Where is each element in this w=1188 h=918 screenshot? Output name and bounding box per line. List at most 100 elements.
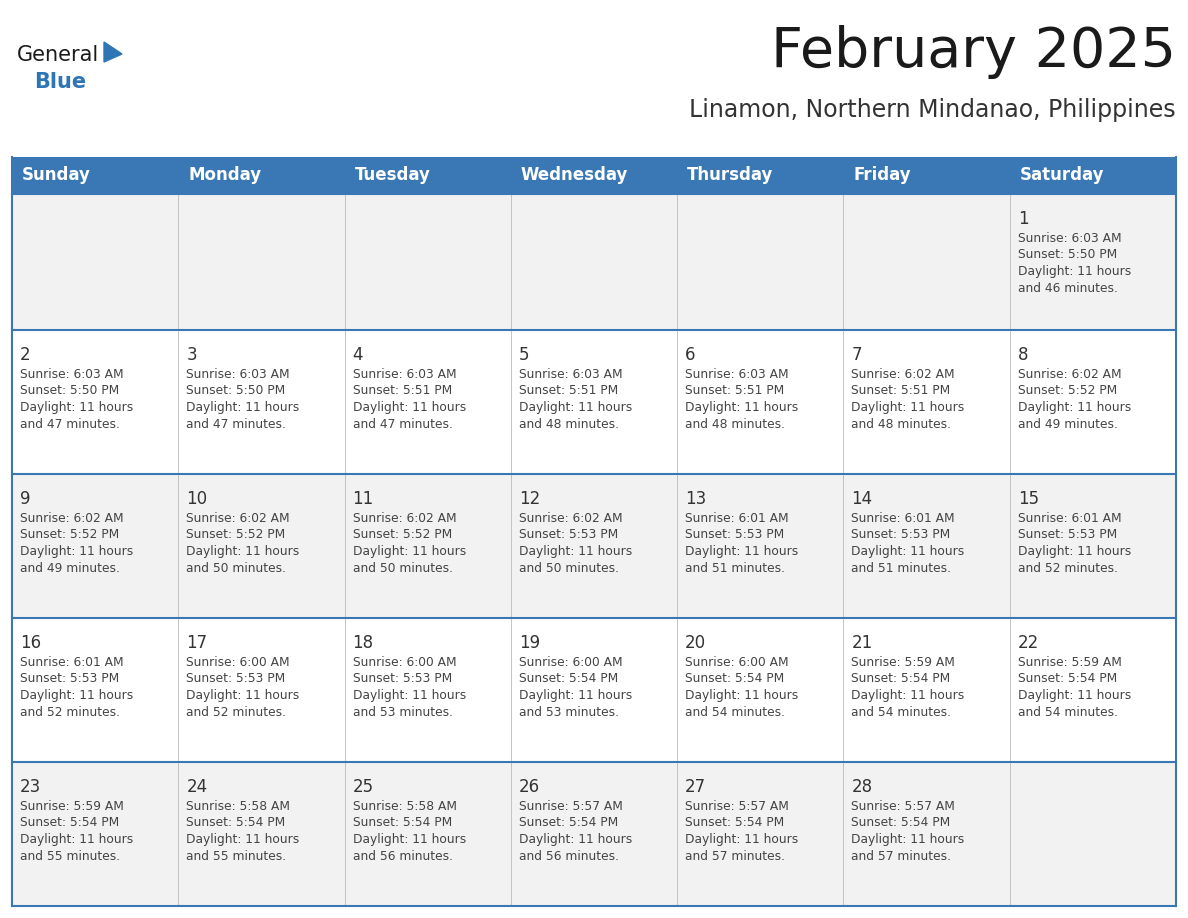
Text: Sunrise: 5:58 AM: Sunrise: 5:58 AM — [353, 800, 456, 813]
Text: Sunset: 5:50 PM: Sunset: 5:50 PM — [187, 385, 285, 397]
Text: Linamon, Northern Mindanao, Philippines: Linamon, Northern Mindanao, Philippines — [689, 98, 1176, 122]
Text: Daylight: 11 hours: Daylight: 11 hours — [1018, 265, 1131, 278]
Bar — [12, 330, 1176, 474]
Text: 23: 23 — [20, 778, 42, 796]
Text: 25: 25 — [353, 778, 374, 796]
Text: General: General — [17, 45, 100, 65]
Text: and 52 minutes.: and 52 minutes. — [187, 706, 286, 719]
Text: 14: 14 — [852, 490, 872, 508]
Text: Sunset: 5:53 PM: Sunset: 5:53 PM — [685, 529, 784, 542]
Bar — [12, 157, 1176, 194]
Text: 8: 8 — [1018, 346, 1029, 364]
Text: and 53 minutes.: and 53 minutes. — [353, 706, 453, 719]
Text: Sunrise: 6:00 AM: Sunrise: 6:00 AM — [353, 656, 456, 669]
Text: Sunrise: 6:03 AM: Sunrise: 6:03 AM — [685, 368, 789, 381]
Text: and 56 minutes.: and 56 minutes. — [519, 849, 619, 863]
Text: Daylight: 11 hours: Daylight: 11 hours — [685, 545, 798, 558]
Text: and 55 minutes.: and 55 minutes. — [187, 849, 286, 863]
Text: Daylight: 11 hours: Daylight: 11 hours — [852, 545, 965, 558]
Text: Sunset: 5:53 PM: Sunset: 5:53 PM — [187, 673, 285, 686]
Text: Daylight: 11 hours: Daylight: 11 hours — [187, 833, 299, 846]
Text: and 50 minutes.: and 50 minutes. — [353, 562, 453, 575]
Text: and 47 minutes.: and 47 minutes. — [20, 418, 120, 431]
Text: Daylight: 11 hours: Daylight: 11 hours — [353, 833, 466, 846]
Text: Sunrise: 6:00 AM: Sunrise: 6:00 AM — [519, 656, 623, 669]
Text: 11: 11 — [353, 490, 374, 508]
Text: and 47 minutes.: and 47 minutes. — [353, 418, 453, 431]
Text: and 46 minutes.: and 46 minutes. — [1018, 282, 1118, 295]
Text: Monday: Monday — [188, 166, 261, 185]
Text: Daylight: 11 hours: Daylight: 11 hours — [187, 545, 299, 558]
Text: Sunrise: 5:57 AM: Sunrise: 5:57 AM — [519, 800, 623, 813]
Text: Wednesday: Wednesday — [520, 166, 628, 185]
Text: Sunrise: 5:59 AM: Sunrise: 5:59 AM — [20, 800, 124, 813]
Text: Saturday: Saturday — [1019, 166, 1104, 185]
Text: 28: 28 — [852, 778, 872, 796]
Text: and 49 minutes.: and 49 minutes. — [20, 562, 120, 575]
Text: and 51 minutes.: and 51 minutes. — [685, 562, 785, 575]
Text: 24: 24 — [187, 778, 208, 796]
Text: Daylight: 11 hours: Daylight: 11 hours — [852, 401, 965, 414]
Text: Sunrise: 6:03 AM: Sunrise: 6:03 AM — [353, 368, 456, 381]
Text: Daylight: 11 hours: Daylight: 11 hours — [20, 689, 133, 702]
Text: Sunrise: 6:00 AM: Sunrise: 6:00 AM — [187, 656, 290, 669]
Text: Daylight: 11 hours: Daylight: 11 hours — [353, 401, 466, 414]
Text: Sunrise: 6:01 AM: Sunrise: 6:01 AM — [1018, 512, 1121, 525]
Text: 26: 26 — [519, 778, 541, 796]
Text: Sunday: Sunday — [23, 166, 90, 185]
Text: Thursday: Thursday — [687, 166, 773, 185]
Text: Sunrise: 6:02 AM: Sunrise: 6:02 AM — [20, 512, 124, 525]
Text: Sunset: 5:50 PM: Sunset: 5:50 PM — [20, 385, 119, 397]
Text: 21: 21 — [852, 634, 873, 652]
Text: February 2025: February 2025 — [771, 25, 1176, 79]
Text: Sunset: 5:50 PM: Sunset: 5:50 PM — [1018, 249, 1117, 262]
Text: 3: 3 — [187, 346, 197, 364]
Text: Sunrise: 6:02 AM: Sunrise: 6:02 AM — [1018, 368, 1121, 381]
Text: 13: 13 — [685, 490, 707, 508]
Text: Sunrise: 5:57 AM: Sunrise: 5:57 AM — [852, 800, 955, 813]
Text: Sunset: 5:52 PM: Sunset: 5:52 PM — [1018, 385, 1117, 397]
Text: Daylight: 11 hours: Daylight: 11 hours — [685, 833, 798, 846]
Text: Daylight: 11 hours: Daylight: 11 hours — [852, 833, 965, 846]
Text: Sunset: 5:54 PM: Sunset: 5:54 PM — [519, 816, 618, 830]
Text: Sunset: 5:53 PM: Sunset: 5:53 PM — [519, 529, 618, 542]
Text: and 57 minutes.: and 57 minutes. — [685, 849, 785, 863]
Text: Daylight: 11 hours: Daylight: 11 hours — [20, 401, 133, 414]
Text: Daylight: 11 hours: Daylight: 11 hours — [20, 545, 133, 558]
Text: Sunrise: 6:02 AM: Sunrise: 6:02 AM — [187, 512, 290, 525]
Text: 10: 10 — [187, 490, 208, 508]
Text: 18: 18 — [353, 634, 374, 652]
Text: 7: 7 — [852, 346, 862, 364]
Text: and 47 minutes.: and 47 minutes. — [187, 418, 286, 431]
Text: Sunrise: 6:02 AM: Sunrise: 6:02 AM — [353, 512, 456, 525]
Text: and 51 minutes.: and 51 minutes. — [852, 562, 952, 575]
Text: and 57 minutes.: and 57 minutes. — [852, 849, 952, 863]
Text: Sunrise: 6:03 AM: Sunrise: 6:03 AM — [187, 368, 290, 381]
Text: Sunset: 5:54 PM: Sunset: 5:54 PM — [20, 816, 119, 830]
Text: and 55 minutes.: and 55 minutes. — [20, 849, 120, 863]
Text: 4: 4 — [353, 346, 364, 364]
Text: Sunrise: 5:57 AM: Sunrise: 5:57 AM — [685, 800, 789, 813]
Text: Sunrise: 6:00 AM: Sunrise: 6:00 AM — [685, 656, 789, 669]
Text: Sunset: 5:54 PM: Sunset: 5:54 PM — [685, 673, 784, 686]
Text: and 48 minutes.: and 48 minutes. — [852, 418, 952, 431]
Text: Daylight: 11 hours: Daylight: 11 hours — [353, 545, 466, 558]
Text: Sunrise: 6:03 AM: Sunrise: 6:03 AM — [1018, 232, 1121, 245]
Text: Sunset: 5:54 PM: Sunset: 5:54 PM — [187, 816, 285, 830]
Text: Sunset: 5:54 PM: Sunset: 5:54 PM — [1018, 673, 1117, 686]
Text: Daylight: 11 hours: Daylight: 11 hours — [20, 833, 133, 846]
Text: 19: 19 — [519, 634, 541, 652]
Text: 22: 22 — [1018, 634, 1040, 652]
Text: 16: 16 — [20, 634, 42, 652]
Text: Sunrise: 6:02 AM: Sunrise: 6:02 AM — [852, 368, 955, 381]
Text: Sunrise: 5:59 AM: Sunrise: 5:59 AM — [1018, 656, 1121, 669]
Text: Daylight: 11 hours: Daylight: 11 hours — [353, 689, 466, 702]
Text: Sunrise: 5:59 AM: Sunrise: 5:59 AM — [852, 656, 955, 669]
Text: Daylight: 11 hours: Daylight: 11 hours — [1018, 545, 1131, 558]
Text: and 56 minutes.: and 56 minutes. — [353, 849, 453, 863]
Text: Sunset: 5:54 PM: Sunset: 5:54 PM — [353, 816, 451, 830]
Text: 15: 15 — [1018, 490, 1038, 508]
Text: Daylight: 11 hours: Daylight: 11 hours — [1018, 689, 1131, 702]
Text: 17: 17 — [187, 634, 208, 652]
Text: Sunrise: 6:01 AM: Sunrise: 6:01 AM — [20, 656, 124, 669]
